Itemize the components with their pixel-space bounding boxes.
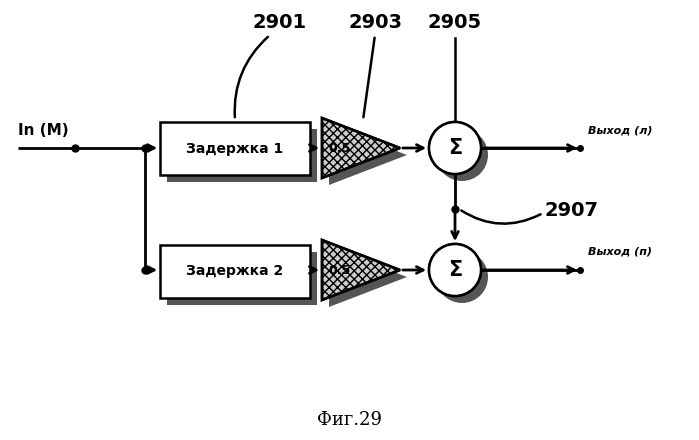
Ellipse shape bbox=[429, 122, 481, 174]
Text: Фиг.29: Фиг.29 bbox=[317, 411, 382, 429]
Text: 0.5: 0.5 bbox=[328, 142, 350, 154]
Text: Выход (л): Выход (л) bbox=[588, 125, 652, 135]
Ellipse shape bbox=[436, 129, 488, 181]
Text: Выход (п): Выход (п) bbox=[588, 247, 652, 257]
Polygon shape bbox=[322, 118, 400, 178]
Text: In (M): In (M) bbox=[18, 122, 69, 137]
Polygon shape bbox=[322, 240, 400, 300]
Text: Задержка 2: Задержка 2 bbox=[187, 264, 284, 279]
Text: 2905: 2905 bbox=[428, 12, 482, 32]
Text: 2903: 2903 bbox=[348, 12, 402, 32]
Text: Σ: Σ bbox=[448, 138, 462, 158]
Bar bbox=[167, 252, 317, 305]
Ellipse shape bbox=[429, 244, 481, 296]
Ellipse shape bbox=[436, 251, 488, 303]
Bar bbox=[160, 122, 310, 175]
Text: Задержка 1: Задержка 1 bbox=[187, 142, 284, 155]
Bar bbox=[167, 129, 317, 182]
Text: 2901: 2901 bbox=[253, 12, 307, 32]
Ellipse shape bbox=[429, 244, 481, 296]
Polygon shape bbox=[329, 247, 407, 307]
Text: Σ: Σ bbox=[448, 260, 462, 280]
Text: 0.5: 0.5 bbox=[328, 264, 350, 276]
Ellipse shape bbox=[429, 122, 481, 174]
Text: 2907: 2907 bbox=[545, 201, 599, 220]
Polygon shape bbox=[329, 125, 407, 185]
Bar bbox=[160, 245, 310, 298]
